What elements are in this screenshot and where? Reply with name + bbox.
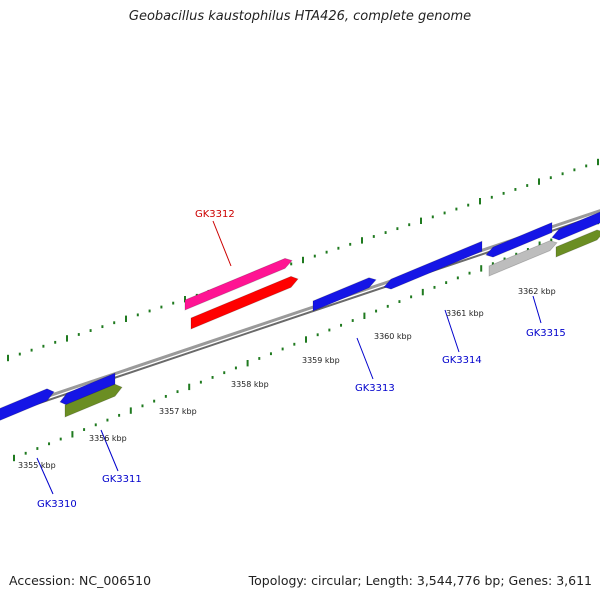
gene-arrow [190,275,299,330]
gene-leader-line [212,220,232,267]
gene-arrow [383,240,483,290]
map-title: Geobacillus kaustophilus HTA426, complet… [128,9,472,24]
gene-arrow [184,257,293,311]
gene-arrow [551,211,600,241]
gene-leader-line [36,457,54,495]
ruler-label: 3355 kbp [18,461,56,470]
ruler-label: 3362 kbp [518,287,556,296]
gene-label-gk3314: GK3314 [442,355,482,366]
ruler-label: 3359 kbp [302,356,340,365]
gene-arrow [0,388,55,421]
gene-leader-line [356,337,374,380]
gene-arrow [485,221,553,258]
ruler-label: 3361 kbp [446,309,484,318]
accession-text: Accession: NC_006510 [9,573,152,588]
gene-features [0,211,600,421]
gene-arrow [64,383,123,418]
gene-leader-line [444,309,460,353]
gene-label-gk3312: GK3312 [195,209,235,220]
gene-label-gk3310: GK3310 [37,499,77,510]
ruler-label: 3356 kbp [89,434,127,443]
ruler-label: 3360 kbp [374,332,412,341]
gene-label-gk3313: GK3313 [355,383,395,394]
gene-label-gk3311: GK3311 [102,474,142,485]
gene-arrow [488,240,558,277]
gene-label-gk3315: GK3315 [526,328,566,339]
ruler-label: 3357 kbp [159,407,197,416]
ruler-label: 3358 kbp [231,380,269,389]
gene-arrow [312,277,377,312]
gene-leader-line [532,295,542,324]
map-labels: 3355 kbp 3356 kbp 3357 kbp 3358 kbp 3359 kbp… [18,209,566,510]
gene-arrow [555,229,600,258]
genome-summary-text: Topology: circular; Length: 3,544,776 bp… [248,573,592,588]
label-leaders [36,220,542,495]
gene-leader-line [100,429,119,472]
